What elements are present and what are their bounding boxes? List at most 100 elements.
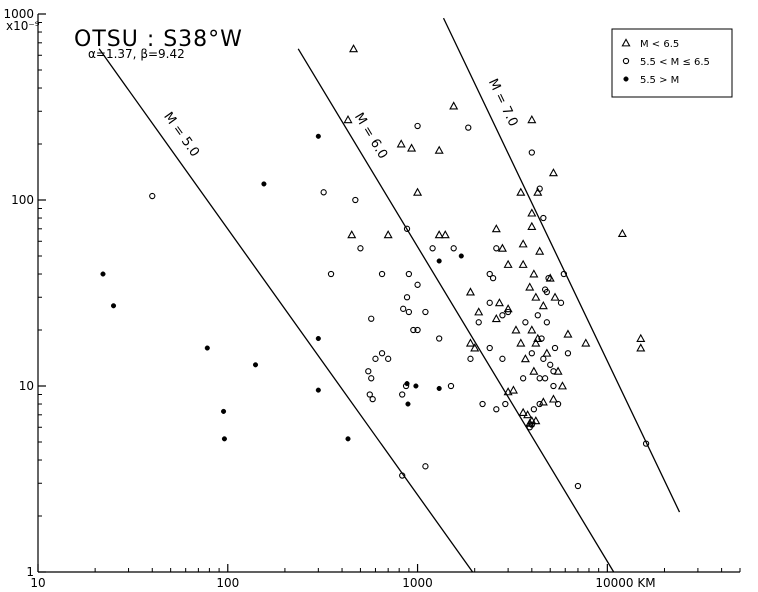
open-circle-point [486, 299, 493, 306]
open-circle-point [436, 335, 443, 342]
open-circle-point [519, 375, 527, 382]
open-circle-point [414, 122, 421, 130]
filled-circle-point [204, 345, 210, 351]
filled-circle-point [110, 303, 117, 309]
open-circle-point [486, 270, 493, 278]
triangle-point [516, 338, 526, 347]
triangle-point [465, 338, 476, 347]
triangle-point [508, 385, 518, 394]
legend-box [611, 28, 733, 98]
open-circle-point [551, 344, 559, 352]
open-circle-point [550, 368, 557, 375]
magnitude-line-label: M = 7.0 [485, 77, 521, 130]
legend-label: 5.5 < M ≤ 6.5 [640, 57, 710, 68]
legend-marker [623, 76, 629, 82]
filled-circle-point [261, 181, 267, 187]
filled-circle-point [100, 271, 106, 277]
magnitude-line-label: M = 6.0 [351, 110, 390, 161]
y-tick-label: 1000 [3, 7, 34, 21]
triangle-point [527, 208, 537, 217]
y-unit-label: x10⁻⁹ [6, 19, 40, 33]
open-circle-point [550, 382, 557, 390]
open-circle-point [366, 391, 373, 398]
x-tick-label: 1000 [402, 576, 433, 590]
triangle-point [349, 44, 359, 53]
filled-circle-point [315, 133, 321, 139]
triangle-point [581, 338, 591, 347]
triangle-point [531, 292, 541, 301]
triangle-point [516, 187, 526, 196]
open-circle-point [327, 270, 335, 278]
filled-circle-point [458, 253, 464, 259]
open-circle-point [536, 375, 543, 382]
open-circle-point [410, 326, 417, 334]
open-circle-point [522, 319, 529, 326]
triangle-point [533, 187, 543, 196]
triangle-point [527, 115, 537, 124]
triangle-point [563, 329, 573, 338]
triangle-point [529, 366, 539, 375]
open-circle-point [560, 270, 568, 278]
triangle-point [529, 269, 539, 278]
legend-label: M < 6.5 [640, 39, 679, 50]
triangle-point [533, 333, 543, 342]
triangle-point [434, 230, 444, 239]
triangle-point [520, 354, 530, 363]
triangle-point [343, 115, 353, 124]
triangle-point [538, 301, 548, 310]
open-circle-point [429, 245, 436, 252]
chart-subtitle: α=1.37, β=9.42 [88, 47, 185, 61]
triangle-point [531, 416, 541, 425]
filled-circle-point [315, 335, 321, 342]
filled-circle-point [404, 381, 410, 387]
x-tick-label: 10 [30, 576, 45, 590]
open-circle-point [403, 294, 411, 301]
triangle-point [503, 304, 513, 313]
open-circle-point [489, 275, 497, 282]
open-circle-point [465, 124, 472, 131]
open-circle-point [414, 326, 421, 334]
magnitude-lines: M = 5.0 M = 6.0 M = 7.0 [98, 17, 681, 573]
open-circle-point [564, 350, 572, 357]
magnitude-line [297, 48, 615, 573]
open-circle-point [368, 375, 375, 382]
open-circle-point [385, 355, 392, 362]
triangle-point [491, 224, 501, 233]
open-circle-point [369, 395, 376, 403]
open-circle-point [475, 319, 482, 326]
triangle-point [542, 348, 552, 357]
triangle-point [636, 333, 646, 342]
open-circle-point [447, 382, 455, 390]
legend-label: 5.5 > M [640, 75, 679, 86]
triangle-point [503, 259, 513, 268]
y-tick-label: 10 [19, 379, 34, 393]
x-tick-label: 10000 KM [595, 576, 655, 590]
triangle-point [449, 101, 459, 110]
filled-circle-point [315, 387, 321, 393]
y-tick-label: 1 [26, 565, 34, 579]
open-circle-point [545, 275, 552, 282]
filled-circle-point [436, 385, 442, 392]
open-circle-point [526, 424, 533, 431]
open-circle-point [543, 319, 551, 326]
triangle-point [503, 387, 513, 396]
triangle-point [548, 168, 558, 177]
triangle-point [470, 343, 480, 352]
filled-circle-point [405, 401, 411, 407]
open-circle-point [365, 368, 372, 375]
data-points [100, 44, 650, 490]
open-circle-point [422, 308, 429, 316]
open-circle-point [574, 482, 582, 490]
triangle-point [527, 325, 537, 334]
open-circle-point [528, 350, 535, 357]
chart-title: OTSU : S38°W [74, 27, 243, 52]
open-circle-point [422, 463, 429, 470]
triangle-point [545, 273, 555, 282]
triangle-point [523, 410, 533, 419]
open-circle-point [502, 400, 509, 408]
open-circle-point [493, 245, 500, 252]
open-circle-point [372, 355, 379, 362]
triangle-point [511, 325, 521, 334]
magnitude-line-label: M = 5.0 [160, 110, 202, 160]
